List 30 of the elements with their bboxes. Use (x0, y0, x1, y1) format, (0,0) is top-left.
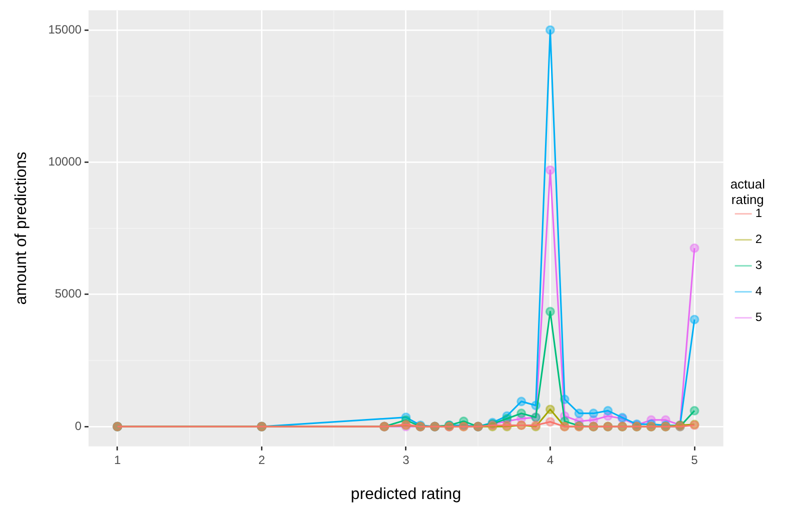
point (603, 406, 613, 416)
legend-label: 2 (755, 232, 762, 246)
point (690, 314, 700, 324)
y-tick-label: 5000 (54, 286, 82, 301)
legend-title: actual rating (730, 176, 766, 207)
x-tick-label: 5 (691, 452, 698, 467)
legend-label: 4 (755, 284, 762, 298)
legend-label: 1 (755, 206, 762, 220)
y-tick-label: 10000 (48, 154, 82, 169)
point (545, 25, 556, 35)
point (690, 406, 700, 416)
point (545, 306, 556, 316)
x-tick-label: 2 (258, 452, 266, 467)
legend-label: 5 (755, 310, 762, 324)
point (545, 165, 556, 175)
point (690, 243, 700, 253)
point (574, 408, 584, 418)
point (516, 408, 526, 418)
x-tick-label: 4 (546, 452, 554, 467)
y-tick-label: 0 (74, 418, 82, 433)
legend-label: 3 (755, 258, 762, 272)
x-tick-label: 3 (402, 452, 410, 467)
x-tick-label: 1 (114, 452, 122, 467)
point (516, 396, 526, 406)
x-axis-title: predicted rating (350, 486, 462, 503)
point (545, 404, 556, 414)
y-axis-title: amount of predictions (13, 152, 30, 305)
y-tick-label: 15000 (48, 22, 82, 36)
point (545, 417, 556, 427)
point (588, 408, 598, 418)
